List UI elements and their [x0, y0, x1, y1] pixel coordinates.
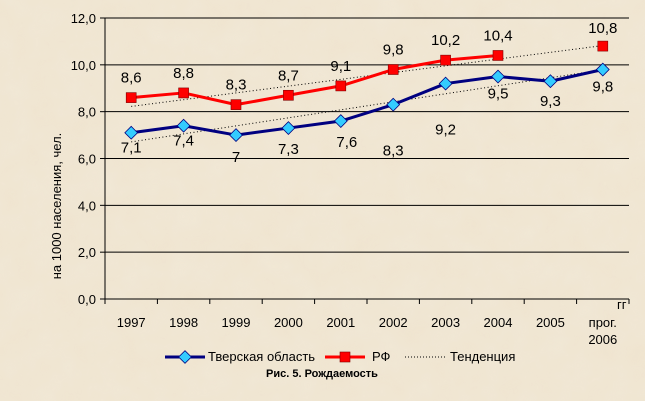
x-axis-unit: гг	[617, 297, 627, 312]
y-tick-label: 2,0	[78, 245, 96, 260]
x-tick-label: 2002	[379, 315, 408, 330]
data-point-rf	[492, 50, 504, 61]
data-point-tver	[491, 69, 505, 84]
data-label-rf: 9,1	[330, 58, 351, 75]
data-label-tver: 9,8	[592, 79, 613, 96]
data-point-tver	[438, 76, 453, 91]
x-tick-label: 1999	[222, 315, 251, 330]
data-point-tver	[333, 114, 348, 128]
data-label-rf: 10,8	[588, 20, 617, 37]
x-tick-label: 2001	[326, 315, 355, 330]
x-tick-label: 1997	[117, 315, 146, 330]
legend-label-rf: РФ	[372, 349, 391, 364]
legend-marker-rf	[339, 351, 351, 363]
data-point-tver	[543, 74, 558, 89]
data-label-rf: 8,3	[226, 77, 247, 94]
y-axis-label: на 1000 населения, чел.	[49, 133, 64, 280]
data-label-rf: 9,8	[383, 42, 404, 59]
data-label-tver: 7	[232, 149, 240, 166]
y-tick-label: 4,0	[78, 198, 96, 213]
data-label-tver: 7,6	[336, 134, 357, 151]
x-tick-label: 2003	[431, 315, 460, 330]
x-tick-label: 2004	[484, 315, 513, 330]
data-label-rf: 8,6	[121, 70, 142, 87]
x-tick-label: 2000	[274, 315, 303, 330]
data-point-rf	[125, 92, 137, 103]
y-tick-label: 12,0	[71, 11, 96, 26]
data-point-tver	[595, 62, 610, 77]
data-label-tver: 7,3	[278, 141, 299, 158]
data-point-rf	[597, 40, 609, 52]
series-line-rf	[131, 53, 499, 107]
trend-line-tver	[131, 69, 603, 143]
data-label-tver: 7,1	[121, 140, 142, 157]
data-label-rf: 8,8	[173, 65, 194, 82]
data-point-rf	[440, 54, 451, 66]
y-tick-label: 10,0	[71, 58, 96, 73]
data-label-tver: 9,2	[435, 122, 456, 139]
data-label-rf: 10,2	[431, 32, 460, 49]
legend-marker-tver	[178, 350, 192, 364]
data-label-tver: 9,5	[488, 86, 509, 103]
trend-lines	[131, 45, 603, 143]
data-label-tver: 8,3	[383, 143, 404, 160]
data-labels: 7,1 7,4 7 7,3 7,6 8,3 9,2 9,5 9,3 9,8 8,6 8,8 8,3 8,7…	[121, 20, 618, 166]
data-point-tver	[229, 128, 243, 143]
y-tick-label: 6,0	[78, 152, 96, 167]
x-tick-label: прог. 2006	[588, 315, 617, 347]
x-tick-label: 1998	[169, 315, 198, 330]
legend: Тверская область РФ Тенденция	[165, 349, 515, 364]
figure-caption: Рис. 5. Рождаемость	[266, 368, 378, 380]
trend-line-rf	[131, 45, 603, 107]
y-tick-label: 0,0	[78, 292, 96, 307]
data-label-tver: 7,4	[173, 133, 194, 150]
data-point-rf	[387, 64, 399, 75]
data-point-tver	[281, 121, 296, 135]
x-tick-label: 2005	[536, 315, 565, 330]
y-tick-label: 8,0	[78, 105, 96, 120]
data-label-tver: 9,3	[540, 93, 561, 110]
data-label-rf: 8,7	[278, 67, 299, 84]
data-point-rf	[178, 87, 189, 99]
data-point-rf	[230, 99, 242, 110]
data-point-tver	[386, 97, 401, 112]
series-line-tver	[131, 68, 604, 137]
axes: 0,0 2,0 4,0 6,0 8,0 10,0 12,0 1997 1998 1999 2000 2…	[71, 11, 630, 347]
data-point-rf	[335, 80, 347, 92]
data-point-tver	[124, 125, 139, 140]
series-lines	[124, 40, 610, 143]
data-point-tver	[176, 118, 191, 133]
data-label-rf: 10,4	[483, 27, 512, 44]
legend-label-tver: Тверская область	[208, 349, 315, 364]
data-point-rf	[283, 89, 294, 101]
legend-label-trend: Тенденция	[450, 349, 515, 364]
